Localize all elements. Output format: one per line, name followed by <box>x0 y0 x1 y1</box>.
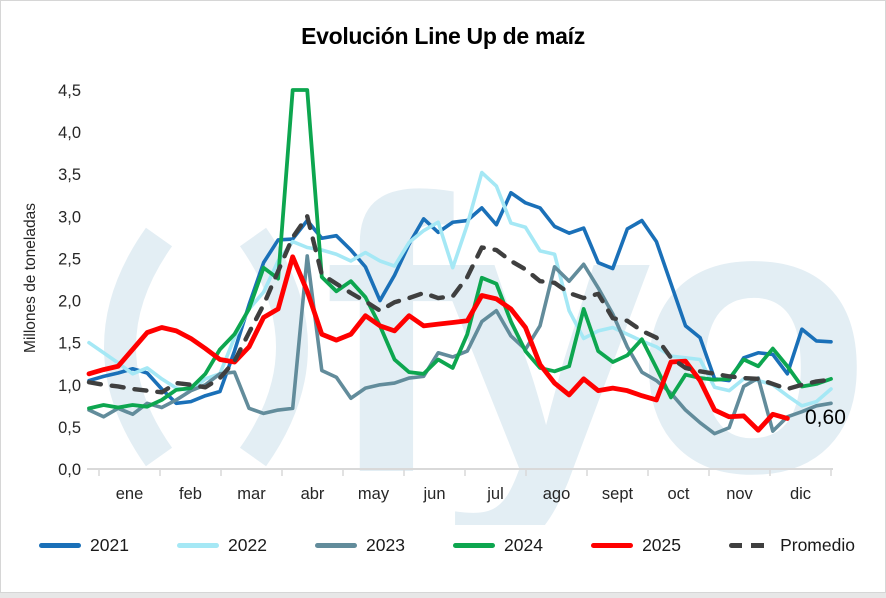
legend-swatch-2023 <box>315 543 358 548</box>
legend-label-2021: 2021 <box>90 535 129 555</box>
legend-item-2021: 2021 <box>39 535 129 556</box>
axes-layer: ene feb mar abr may jun jul ago sept oct nov dic 0,0… <box>58 82 833 503</box>
x-tick-label-ago: ago <box>543 485 571 503</box>
legend-label-2023: 2023 <box>366 535 405 555</box>
y-tick-label-2,5: 2,5 <box>58 250 81 268</box>
y-tick-label-3,5: 3,5 <box>58 166 81 184</box>
legend-swatch-2025 <box>591 543 634 548</box>
chart-plot-area: fyo ene feb mar abr may jun jul ago sept oct nov di… <box>58 82 877 525</box>
x-tick-label-nov: nov <box>726 485 753 503</box>
series-line-2025 <box>86 254 790 433</box>
legend-label-2024: 2024 <box>504 535 543 555</box>
legend-swatch-Promedio <box>729 543 772 548</box>
legend-item-2025: 2025 <box>591 535 681 556</box>
y-tick-label-1,0: 1,0 <box>58 377 81 395</box>
series-line-2021 <box>87 190 833 406</box>
y-tick-label-0,0: 0,0 <box>58 461 81 479</box>
y-tick-label-2,0: 2,0 <box>58 293 81 311</box>
x-tick-label-may: may <box>358 485 390 503</box>
x-tick-label-dic: dic <box>790 485 811 503</box>
y-tick-label-4,5: 4,5 <box>58 82 81 100</box>
x-tick-label-oct: oct <box>667 485 689 503</box>
series-layer <box>86 88 834 436</box>
legend-item-2024: 2024 <box>453 535 543 556</box>
x-tick-label-jul: jul <box>486 485 504 503</box>
end-value-label: 0,60 <box>805 406 846 429</box>
x-tick-label-jun: jun <box>422 485 445 503</box>
legend: 2021 2022 2023 2024 2025 Promedio <box>39 535 855 556</box>
x-tick-label-feb: feb <box>179 485 202 503</box>
legend-item-Promedio: Promedio <box>729 535 855 556</box>
legend-swatch-2021 <box>39 543 81 548</box>
y-tick-label-0,5: 0,5 <box>58 419 81 437</box>
y-tick-label-1,5: 1,5 <box>58 335 81 353</box>
series-line-Promedio <box>86 214 834 395</box>
legend-item-2022: 2022 <box>177 535 267 556</box>
legend-swatch-2022 <box>177 543 220 548</box>
legend-label-Promedio: Promedio <box>780 535 855 555</box>
legend-item-2023: 2023 <box>315 535 405 556</box>
watermark-left-paren-icon <box>104 227 173 467</box>
series-line-2024 <box>87 88 833 411</box>
legend-label-2022: 2022 <box>228 535 267 555</box>
x-tick-label-sept: sept <box>602 485 634 503</box>
chart-title: Evolución Line Up de maíz <box>301 23 585 49</box>
legend-label-2025: 2025 <box>642 535 681 555</box>
x-tick-label-mar: mar <box>237 485 266 503</box>
x-tick-label-ene: ene <box>116 485 144 503</box>
x-tick-label-abr: abr <box>301 485 325 503</box>
legend-swatch-2024 <box>453 543 496 548</box>
watermark-right-paren-icon <box>239 227 308 467</box>
y-tick-label-4,0: 4,0 <box>58 124 81 142</box>
y-tick-label-3,0: 3,0 <box>58 208 81 226</box>
